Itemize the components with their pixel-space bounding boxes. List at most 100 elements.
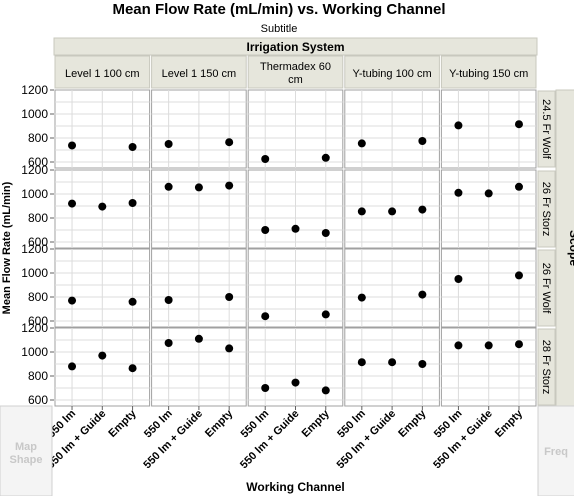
- data-point: [357, 207, 366, 216]
- data-point: [418, 205, 427, 214]
- row-header: [537, 170, 556, 248]
- data-point: [225, 344, 234, 353]
- data-point: [357, 139, 366, 148]
- data-point: [418, 360, 427, 368]
- data-point: [261, 384, 270, 392]
- data-point: [128, 364, 137, 373]
- column-header: [151, 55, 247, 89]
- data-point: [194, 334, 203, 343]
- chart-title: Mean Flow Rate (mL/min) vs. Working Chan…: [112, 1, 445, 18]
- column-header: [344, 55, 440, 89]
- data-point: [225, 138, 234, 147]
- data-point: [484, 189, 493, 198]
- x-tick-label: Empty: [300, 407, 333, 440]
- data-point: [164, 296, 173, 304]
- y-tick-label: 600: [28, 393, 48, 407]
- map-shape-label-line: Shape: [9, 454, 42, 466]
- y-tick-label: 800: [28, 131, 48, 145]
- row-header: [537, 328, 556, 406]
- data-point: [261, 155, 270, 163]
- map-shape-label-line: Map: [15, 441, 37, 453]
- column-header-label: Y-tubing 150 cm: [449, 68, 528, 80]
- data-point: [128, 297, 137, 306]
- data-point: [321, 153, 330, 162]
- data-point: [418, 137, 427, 145]
- x-tick-label: Empty: [493, 407, 526, 440]
- y-tick-label: 1200: [21, 321, 48, 335]
- data-point: [454, 275, 463, 283]
- y-tick-label: 1000: [21, 345, 48, 359]
- data-point: [418, 290, 427, 299]
- data-point: [164, 182, 173, 191]
- freq-label: Freq: [544, 446, 568, 458]
- row-header: [537, 90, 556, 168]
- data-point: [291, 224, 300, 233]
- data-point: [388, 358, 397, 367]
- column-header: [54, 55, 151, 89]
- data-point: [164, 140, 173, 148]
- data-point: [454, 188, 463, 197]
- row-header-label: 26 Fr Wolf: [540, 263, 552, 314]
- column-header-label-line: Thermadex 60: [260, 61, 331, 73]
- data-point: [357, 358, 366, 367]
- column-group-label: Irrigation System: [246, 40, 344, 54]
- column-header-label: Thermadex 60 cm: [260, 61, 331, 86]
- x-tick-label: Empty: [203, 407, 236, 440]
- map-shape-label: Map Shape: [9, 441, 42, 466]
- data-point: [261, 226, 270, 234]
- y-tick-label: 800: [28, 211, 48, 225]
- data-point: [454, 341, 463, 350]
- data-point: [454, 121, 463, 130]
- data-point: [68, 199, 77, 208]
- data-point: [194, 183, 203, 192]
- y-tick-label: 1000: [21, 266, 48, 280]
- data-point: [514, 271, 523, 280]
- y-tick-label: 600: [28, 235, 48, 249]
- y-tick-label: 600: [28, 155, 48, 169]
- x-tick-label: Empty: [396, 407, 429, 440]
- data-point: [484, 341, 493, 350]
- data-point: [225, 293, 234, 301]
- data-point: [321, 229, 330, 237]
- data-point: [128, 199, 137, 207]
- data-point: [98, 351, 107, 360]
- map-shape-zone: [0, 405, 53, 496]
- x-tick-label: Empty: [106, 407, 139, 440]
- y-tick-label: 1000: [21, 187, 48, 201]
- data-point: [225, 181, 234, 190]
- y-tick-label: 1200: [21, 163, 48, 177]
- data-point: [321, 386, 330, 395]
- data-point: [357, 293, 366, 302]
- row-header-label: 24.5 Fr Wolf: [540, 99, 552, 160]
- chart-subtitle: Subtitle: [261, 23, 298, 35]
- column-header-label-line: cm: [288, 74, 303, 86]
- data-point: [68, 141, 77, 150]
- data-point: [68, 296, 77, 305]
- x-axis-label: Working Channel: [246, 480, 344, 494]
- freq-zone: [537, 405, 574, 496]
- column-header: [247, 55, 344, 89]
- data-point: [128, 143, 137, 151]
- column-header-label: Level 1 150 cm: [162, 68, 237, 80]
- y-tick-label: 800: [28, 290, 48, 304]
- column-header-label: Level 1 100 cm: [65, 68, 140, 80]
- plot-layer: Irrigation System Level 1 100 cm Level 1 1…: [0, 37, 574, 496]
- row-header: [537, 249, 556, 327]
- y-axis-label: Mean Flow Rate (mL/min): [1, 181, 13, 314]
- data-point: [68, 362, 77, 371]
- row-header-label: 26 Fr Storz: [540, 182, 552, 236]
- data-point: [98, 202, 107, 211]
- y-tick-label: 1200: [21, 83, 48, 97]
- column-header: [440, 55, 537, 89]
- data-point: [261, 312, 270, 321]
- data-point: [164, 339, 173, 347]
- data-point: [291, 378, 300, 387]
- data-point: [321, 310, 330, 319]
- data-point: [514, 182, 523, 191]
- data-point: [514, 120, 523, 129]
- y-tick-label: 800: [28, 369, 48, 383]
- row-header-label: 28 Fr Storz: [540, 340, 552, 394]
- row-group-label: Scope: [567, 230, 574, 266]
- y-tick-label: 600: [28, 314, 48, 328]
